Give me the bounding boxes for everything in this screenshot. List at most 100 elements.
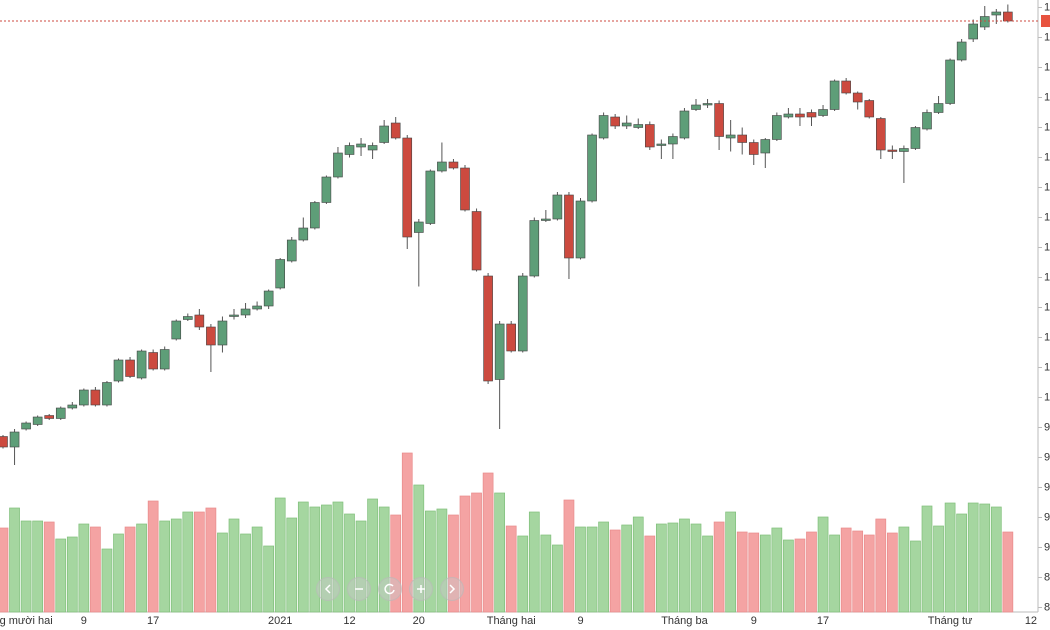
candle-body — [737, 134, 748, 143]
y-tick-label: 960 — [1044, 451, 1050, 463]
candle-body — [841, 80, 851, 94]
candle-body — [136, 350, 147, 379]
candle-body — [79, 389, 89, 406]
candle-body — [668, 136, 678, 145]
candle-body — [852, 92, 863, 103]
volume-bar — [113, 533, 124, 613]
volume-bar — [448, 514, 459, 613]
candle-body — [240, 308, 251, 316]
y-tick-label: 1100 — [1044, 241, 1050, 253]
candle-body — [113, 359, 124, 382]
volume-bar — [194, 511, 205, 613]
candle-body — [344, 145, 355, 155]
volume-bar — [332, 501, 344, 613]
x-tick-label: 17 — [147, 615, 159, 627]
candle-body — [367, 145, 378, 151]
candle-body — [67, 404, 78, 409]
volume-bar — [494, 492, 505, 613]
candle-body — [679, 110, 690, 139]
volume-bar — [921, 505, 933, 613]
candle-body — [691, 104, 701, 110]
volume-bar — [136, 523, 147, 613]
volume-bar — [263, 545, 274, 613]
candle-body — [541, 218, 551, 221]
candle-body — [633, 124, 644, 128]
volume-bar — [217, 532, 228, 613]
volume-bar — [956, 513, 968, 613]
y-tick-label: 1200 — [1044, 91, 1050, 103]
candle-body — [887, 149, 898, 152]
candle-body — [32, 416, 43, 425]
volume-bar — [1002, 531, 1014, 613]
volume-bar — [886, 532, 898, 613]
x-tick-label: 9 — [751, 615, 757, 627]
candle-body — [471, 211, 482, 271]
volume-bar — [679, 518, 690, 613]
candle-body — [460, 167, 470, 211]
volume-bar — [552, 544, 563, 613]
candle-body — [621, 122, 632, 127]
volume-bar — [251, 526, 263, 613]
volume-bar — [0, 527, 9, 613]
volume-bar — [355, 520, 367, 613]
candle-body — [795, 113, 805, 118]
y-tick-label: 1080 — [1044, 271, 1050, 283]
candle-body — [21, 422, 31, 430]
x-tick-label: Tháng ba — [661, 615, 708, 627]
volume-bar — [78, 523, 90, 613]
candle-body — [286, 239, 297, 262]
candle-body — [194, 314, 205, 328]
candle-body — [506, 323, 517, 352]
candle-body — [310, 202, 320, 229]
candle-body — [899, 148, 909, 152]
candle-body — [298, 227, 309, 241]
volume-bar — [783, 539, 794, 613]
candle-body — [252, 305, 262, 310]
volume-bar — [575, 526, 586, 613]
volume-bar — [459, 495, 471, 613]
y-tick-label: 980 — [1044, 421, 1050, 433]
volume-bar — [748, 532, 760, 613]
volume-bar — [471, 492, 482, 613]
volume-bar — [990, 506, 1002, 613]
volume-bar — [159, 520, 171, 613]
candle-body — [356, 143, 366, 148]
candle-body — [333, 152, 343, 178]
volume-bar — [32, 520, 44, 613]
volume-bar — [390, 514, 402, 613]
volume-bar — [517, 535, 529, 613]
candle-body — [263, 290, 274, 307]
zoom-in-button[interactable] — [409, 577, 433, 601]
candle-body — [564, 194, 574, 259]
candle-body — [206, 326, 216, 346]
reset-button[interactable] — [378, 577, 402, 601]
scroll-left-button[interactable] — [316, 577, 340, 601]
volume-bar — [9, 507, 20, 613]
x-tick-label: Tháng tư — [928, 615, 973, 627]
scroll-right-button[interactable] — [440, 577, 464, 601]
candle-body — [413, 221, 424, 233]
volume-bar — [863, 534, 875, 613]
x-tick-label: 9 — [577, 615, 583, 627]
zoom-out-button[interactable] — [347, 577, 371, 601]
candle-body — [494, 323, 505, 380]
volume-bar — [875, 518, 887, 613]
candle-body — [125, 359, 135, 377]
volume-bar — [240, 533, 251, 613]
volume-bar — [20, 520, 32, 613]
volume-bar — [771, 527, 783, 613]
candle-body — [956, 41, 967, 61]
volume-bar — [66, 536, 78, 613]
volume-bar — [829, 534, 840, 613]
x-tick-label: 17 — [817, 615, 829, 627]
volume-bar — [228, 518, 240, 613]
volume-bar — [367, 498, 378, 613]
candle-body — [0, 436, 8, 448]
y-tick-label: 1260 — [1044, 1, 1050, 13]
candle-body — [933, 103, 944, 113]
y-tick-label: 900 — [1044, 541, 1050, 553]
y-tick-label: 860 — [1044, 601, 1050, 613]
volume-bar — [852, 530, 864, 613]
volume-bar — [563, 499, 575, 613]
